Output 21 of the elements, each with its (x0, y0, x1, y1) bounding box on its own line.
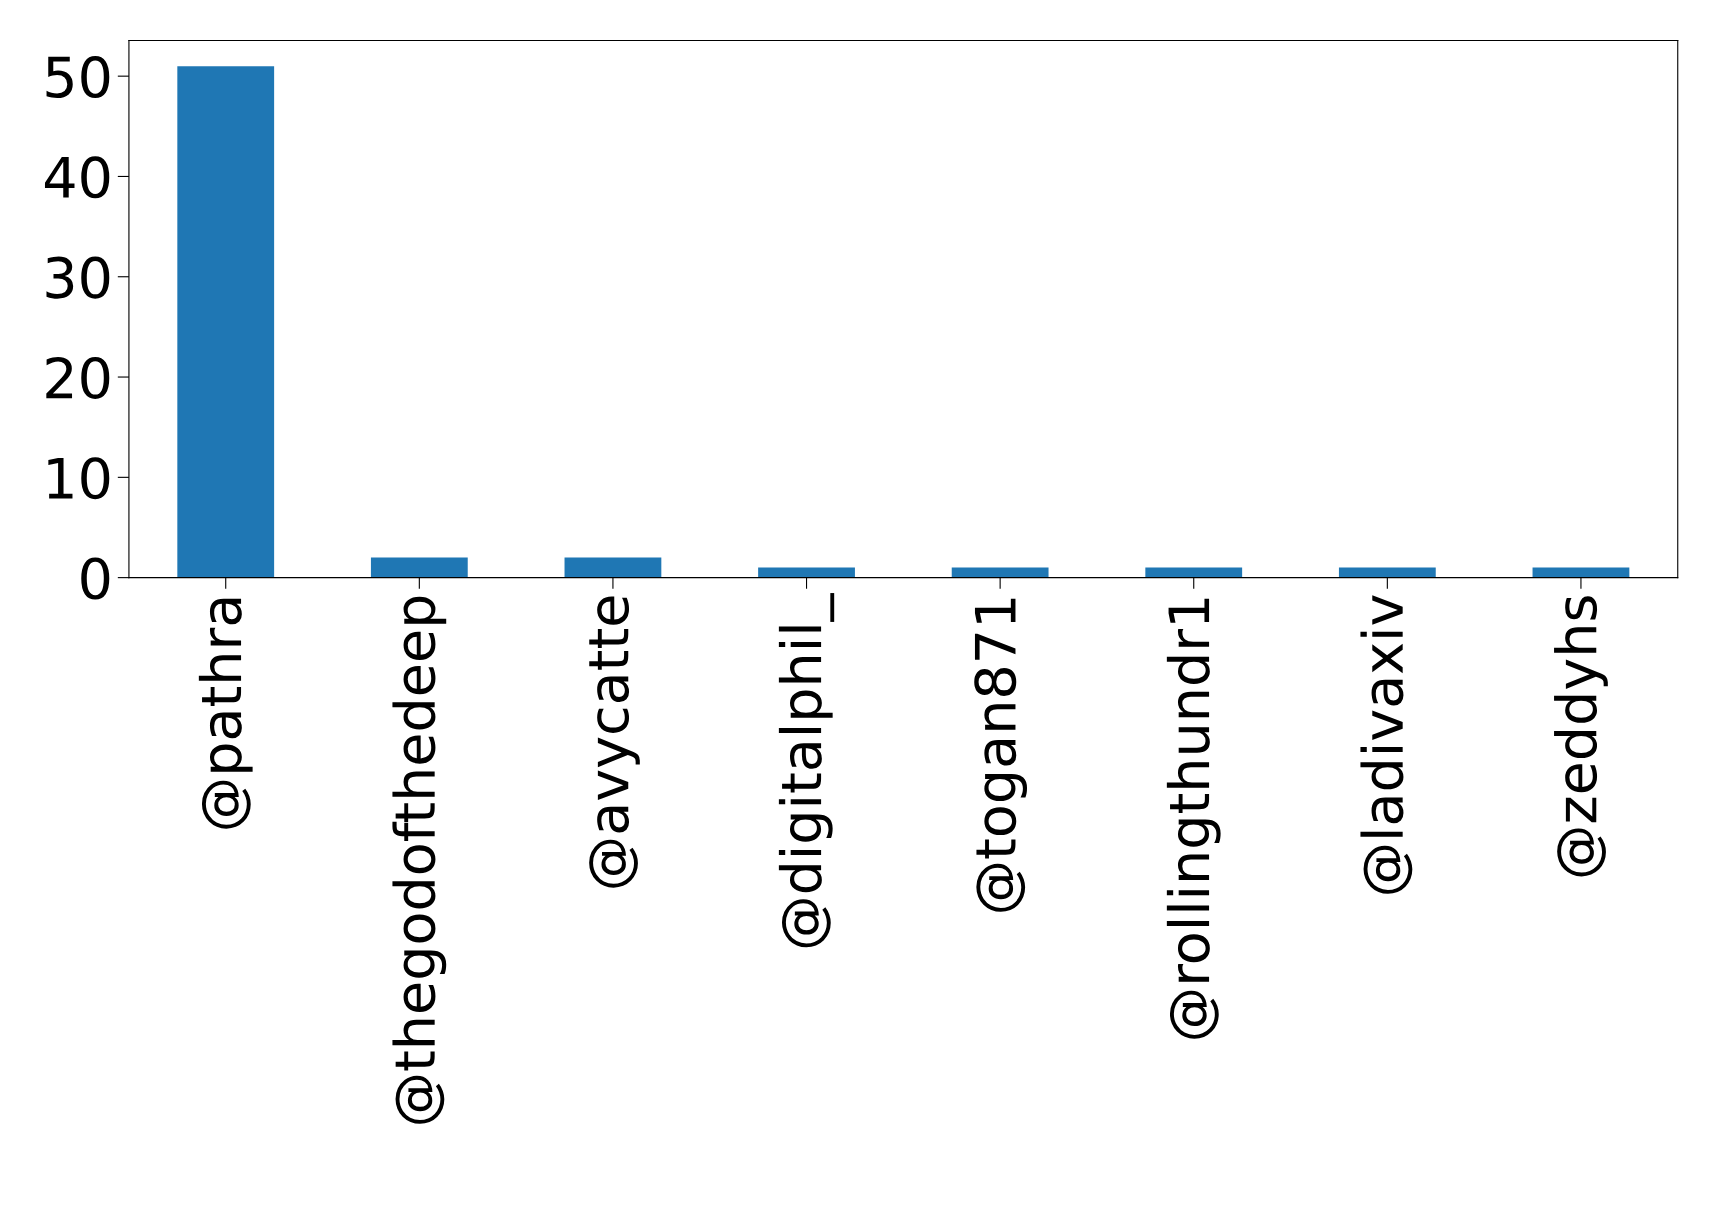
bar (758, 567, 855, 578)
bar (1338, 567, 1436, 578)
x-tick-label: @avycatte (589, 596, 640, 888)
bar (951, 567, 1049, 578)
x-tick-label: @zeddyhs (1554, 596, 1608, 877)
bar (1145, 567, 1243, 578)
y-tick-label: 50 (46, 56, 110, 99)
x-tick-label: @thegodofthedeep (392, 596, 447, 1124)
y-tick-label: 30 (46, 256, 110, 299)
x-tick-label: @digitalphil_ (778, 593, 835, 948)
y-tick-label: 10 (48, 457, 110, 500)
y-tick-label: 20 (46, 356, 110, 399)
x-tick-label: @pathra (198, 598, 253, 829)
bar (370, 557, 468, 578)
x-tick-label: @rollingthundr1 (1166, 598, 1221, 1039)
y-tick-label: 0 (81, 557, 110, 600)
x-tick-label: @togan871 (974, 598, 1028, 912)
y-tick-label: 40 (44, 156, 110, 199)
bar (564, 557, 662, 578)
x-tick-label: @ladivaxiv (1360, 595, 1413, 894)
bar (177, 66, 275, 578)
